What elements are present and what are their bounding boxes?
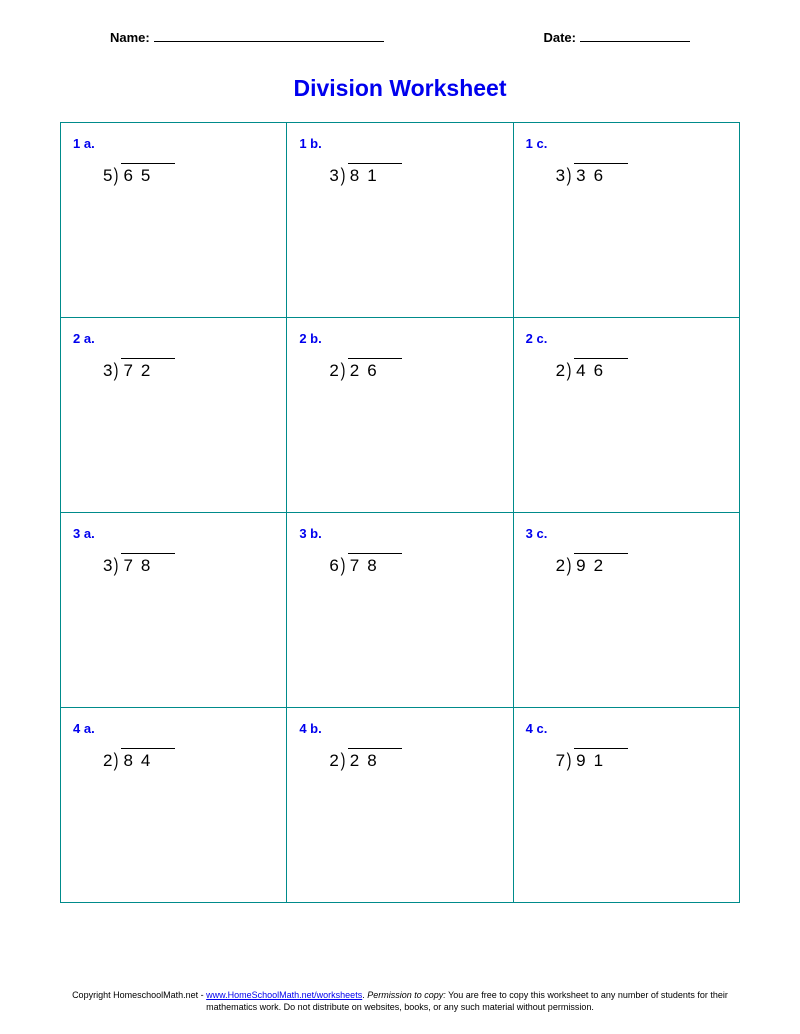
footer-copyright: Copyright HomeschoolMath.net - <box>72 990 206 1000</box>
date-field: Date: <box>543 30 690 45</box>
dividend: 28 <box>348 751 385 771</box>
division-bracket: ) <box>114 555 119 575</box>
problem-label: 3 c. <box>526 526 548 541</box>
problem-cell: 4 c. 7)91 <box>513 708 739 903</box>
vinculum <box>348 163 402 164</box>
problem-label: 1 c. <box>526 136 548 151</box>
division-bracket: ) <box>567 750 572 770</box>
division-bracket: ) <box>567 165 572 185</box>
problem-cell: 3 b. 6)78 <box>287 513 513 708</box>
dividend: 81 <box>348 166 385 186</box>
division-bracket: ) <box>340 165 345 185</box>
footer-permission-label: Permission to copy: <box>367 990 446 1000</box>
division-problem: 5)65 <box>103 163 274 186</box>
vinculum <box>121 553 175 554</box>
divisor: 6 <box>329 556 339 576</box>
division-bracket: ) <box>114 750 119 770</box>
division-problem: 7)91 <box>556 748 727 771</box>
vinculum <box>121 163 175 164</box>
divisor: 7 <box>556 751 566 771</box>
division-problem: 3)81 <box>329 163 500 186</box>
division-bracket: ) <box>567 360 572 380</box>
divisor: 2 <box>103 751 113 771</box>
division-bracket: ) <box>340 360 345 380</box>
division-problem: 2)28 <box>329 748 500 771</box>
division-problem: 3)78 <box>103 553 274 576</box>
problem-label: 3 b. <box>299 526 321 541</box>
dividend: 84 <box>121 751 158 771</box>
dividend: 92 <box>574 556 611 576</box>
division-bracket: ) <box>340 555 345 575</box>
date-label: Date: <box>543 30 576 45</box>
problem-cell: 3 c. 2)92 <box>513 513 739 708</box>
vinculum <box>121 358 175 359</box>
division-problem: 2)46 <box>556 358 727 381</box>
division-problem: 2)26 <box>329 358 500 381</box>
vinculum <box>348 358 402 359</box>
footer: Copyright HomeschoolMath.net - www.HomeS… <box>60 989 740 1014</box>
dividend: 78 <box>121 556 158 576</box>
problem-cell: 2 a. 3)72 <box>61 318 287 513</box>
problem-cell: 2 b. 2)26 <box>287 318 513 513</box>
problem-cell: 2 c. 2)46 <box>513 318 739 513</box>
vinculum <box>574 163 628 164</box>
problem-label: 2 a. <box>73 331 95 346</box>
name-blank[interactable] <box>154 41 384 42</box>
dividend: 72 <box>121 361 158 381</box>
divisor: 3 <box>556 166 566 186</box>
problem-cell: 1 b. 3)81 <box>287 123 513 318</box>
worksheet-grid: 1 a.5)651 b.3)811 c.3)362 a.3)722 b.2)26… <box>60 122 740 903</box>
name-field: Name: <box>110 30 384 45</box>
dividend: 65 <box>121 166 158 186</box>
problem-label: 4 b. <box>299 721 321 736</box>
divisor: 5 <box>103 166 113 186</box>
divisor: 3 <box>103 361 113 381</box>
problem-cell: 4 b. 2)28 <box>287 708 513 903</box>
division-problem: 3)72 <box>103 358 274 381</box>
problem-label: 2 b. <box>299 331 321 346</box>
vinculum <box>574 358 628 359</box>
page-title: Division Worksheet <box>60 75 740 102</box>
vinculum <box>121 748 175 749</box>
problem-cell: 1 a. 5)65 <box>61 123 287 318</box>
dividend: 46 <box>574 361 611 381</box>
divisor: 2 <box>556 361 566 381</box>
problem-cell: 3 a. 3)78 <box>61 513 287 708</box>
division-bracket: ) <box>114 360 119 380</box>
problem-label: 1 a. <box>73 136 95 151</box>
dividend: 36 <box>574 166 611 186</box>
division-problem: 3)36 <box>556 163 727 186</box>
problem-cell: 4 a. 2)84 <box>61 708 287 903</box>
vinculum <box>348 553 402 554</box>
problem-label: 4 c. <box>526 721 548 736</box>
problem-cell: 1 c. 3)36 <box>513 123 739 318</box>
dividend: 91 <box>574 751 611 771</box>
name-label: Name: <box>110 30 150 45</box>
division-bracket: ) <box>340 750 345 770</box>
footer-link[interactable]: www.HomeSchoolMath.net/worksheets <box>206 990 362 1000</box>
dividend: 78 <box>348 556 385 576</box>
problem-label: 3 a. <box>73 526 95 541</box>
divisor: 2 <box>329 361 339 381</box>
vinculum <box>348 748 402 749</box>
problem-label: 4 a. <box>73 721 95 736</box>
division-problem: 6)78 <box>329 553 500 576</box>
division-bracket: ) <box>114 165 119 185</box>
header: Name: Date: <box>60 30 740 45</box>
divisor: 2 <box>556 556 566 576</box>
divisor: 3 <box>329 166 339 186</box>
division-problem: 2)92 <box>556 553 727 576</box>
vinculum <box>574 553 628 554</box>
division-problem: 2)84 <box>103 748 274 771</box>
date-blank[interactable] <box>580 41 690 42</box>
vinculum <box>574 748 628 749</box>
problem-label: 1 b. <box>299 136 321 151</box>
divisor: 2 <box>329 751 339 771</box>
problem-label: 2 c. <box>526 331 548 346</box>
dividend: 26 <box>348 361 385 381</box>
divisor: 3 <box>103 556 113 576</box>
division-bracket: ) <box>567 555 572 575</box>
